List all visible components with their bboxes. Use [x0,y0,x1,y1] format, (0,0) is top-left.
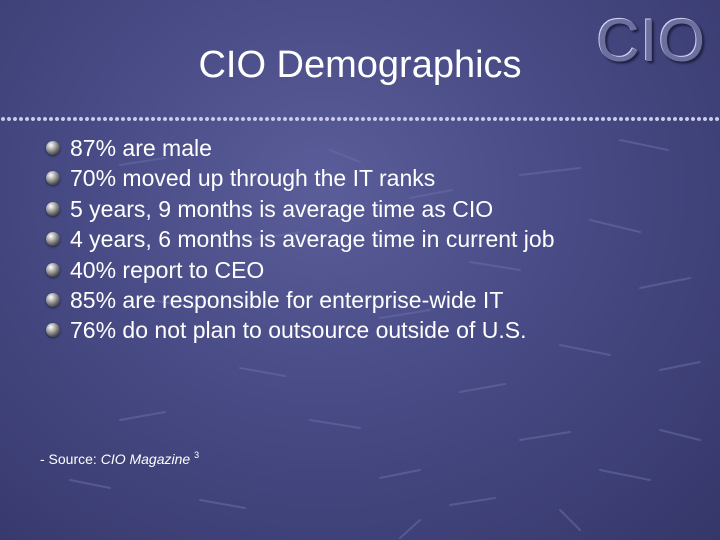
bullet-list: 87% are male 70% moved up through the IT… [46,133,555,346]
bullet-item: 70% moved up through the IT ranks [46,163,555,193]
dotted-divider [0,114,720,124]
source-prefix: - Source: [40,451,101,467]
bullet-text: 85% are responsible for enterprise-wide … [70,286,504,313]
bullet-item: 40% report to CEO [46,255,555,285]
sphere-bullet-icon [46,323,60,338]
slide-title: CIO Demographics [198,44,522,86]
source-citation: - Source: CIO Magazine 3 [40,450,199,467]
source-publication: CIO Magazine [100,451,191,467]
bullet-text: 40% report to CEO [70,256,265,283]
footnote-marker: 3 [194,450,200,460]
cio-logo: CIO [596,7,706,74]
bullet-text: 76% do not plan to outsource outside of … [70,317,527,344]
bullet-item: 76% do not plan to outsource outside of … [46,315,555,345]
bullet-item: 5 years, 9 months is average time as CIO [46,194,555,224]
bullet-item: 4 years, 6 months is average time in cur… [46,224,555,254]
bullet-item: 87% are male [46,133,555,163]
sphere-bullet-icon [46,262,60,277]
sphere-bullet-icon [46,171,60,186]
sphere-bullet-icon [46,141,60,155]
bullet-item: 85% are responsible for enterprise-wide … [46,285,555,315]
sphere-bullet-icon [46,201,60,216]
bullet-text: 87% are male [70,135,212,161]
bullet-text: 70% moved up through the IT ranks [70,165,436,192]
bullet-text: 5 years, 9 months is average time as CIO [70,195,494,222]
sphere-bullet-icon [46,232,60,247]
bullet-text: 4 years, 6 months is average time in cur… [70,226,555,253]
sphere-bullet-icon [46,292,60,307]
